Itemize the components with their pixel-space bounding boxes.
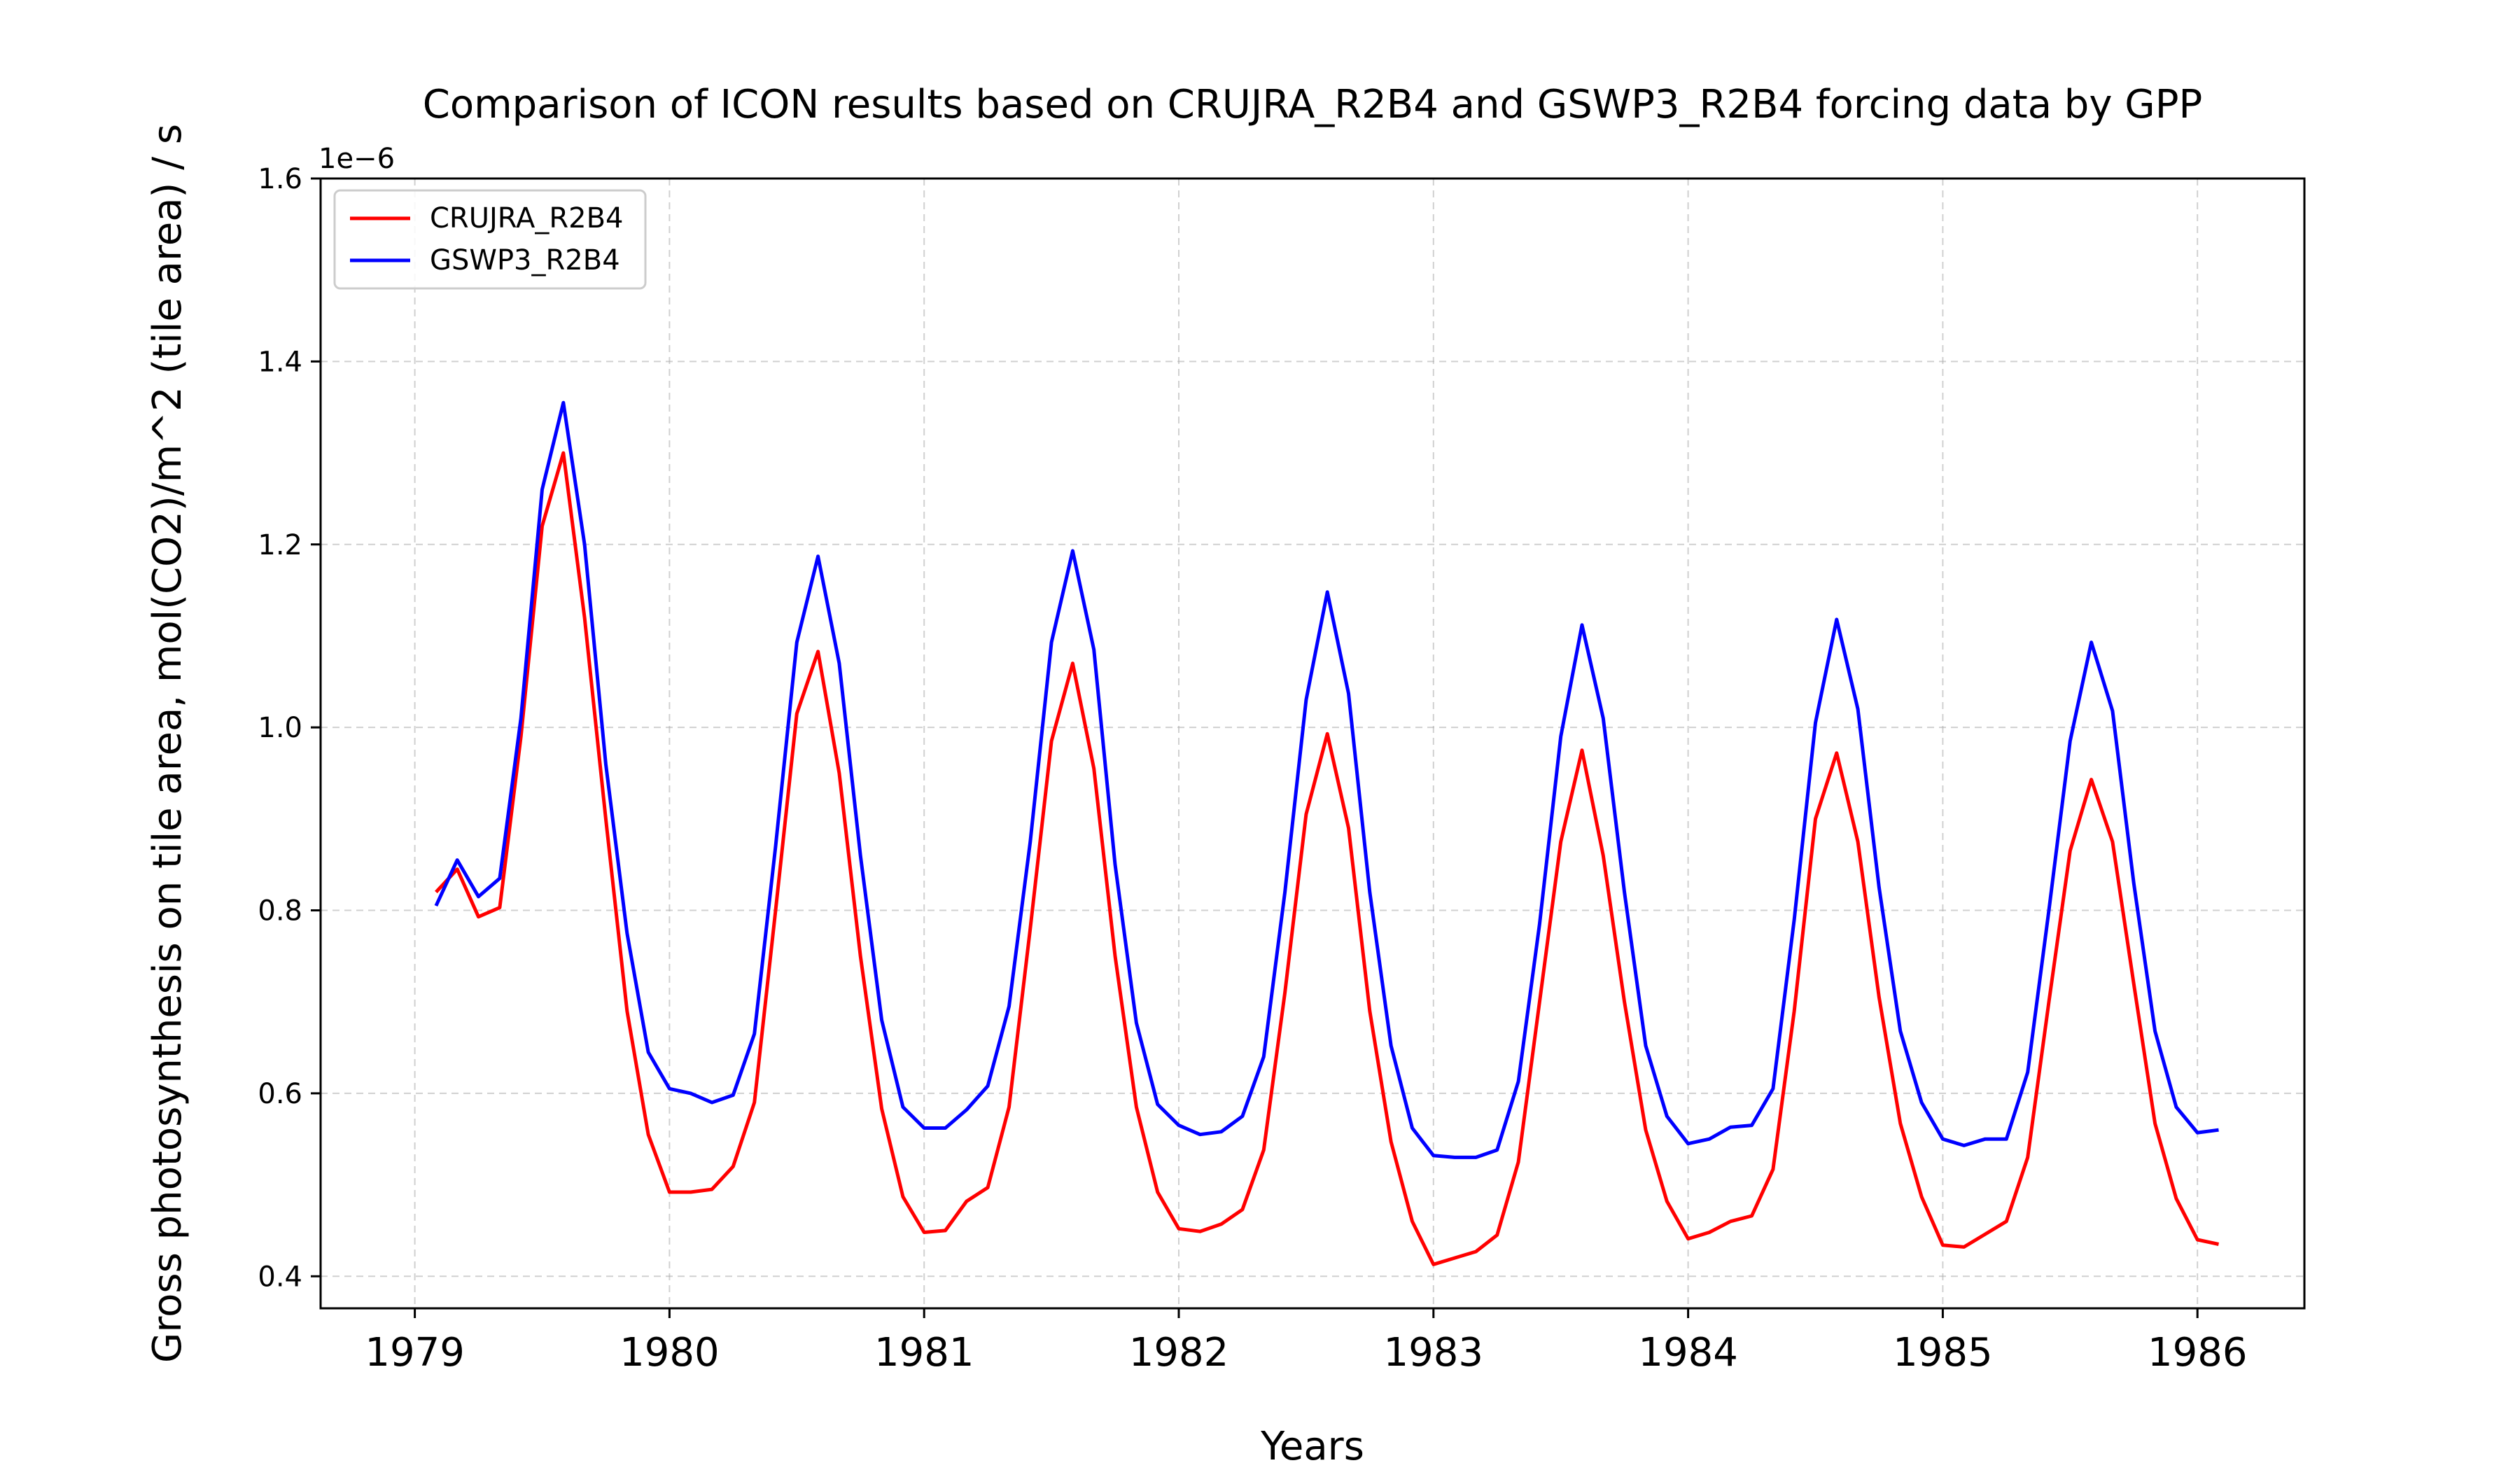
y-tick-label: 1.2 [258,529,302,561]
x-tick-label: 1981 [874,1330,974,1376]
x-tick-label: 1979 [365,1330,465,1376]
x-tick-label: 1985 [1893,1330,1993,1376]
legend: CRUJRA_R2B4 GSWP3_R2B4 [333,189,647,290]
x-axis: 1979 1980 1981 1982 1983 1984 1985 1986 [365,1308,2247,1376]
x-tick-label: 1980 [620,1330,720,1376]
y-tick-label: 0.6 [258,1078,302,1110]
grid-lines [321,178,2304,1308]
x-tick-label: 1984 [1638,1330,1738,1376]
x-axis-label: Years [1260,1424,1364,1469]
y-tick-label: 1.6 [258,163,302,195]
series-line-crujra-r2b4 [435,451,2220,1266]
legend-box [333,189,647,290]
plot-lines [434,400,2220,1266]
y-offset-label: 1e−6 [318,143,395,175]
y-tick-label: 1.4 [258,346,302,378]
y-tick-label: 0.4 [258,1261,302,1293]
x-tick-label: 1983 [1384,1330,1484,1376]
x-tick-label: 1986 [2148,1330,2248,1376]
series-line-gswp3-r2b4 [434,400,2219,1159]
legend-label-gswp3: GSWP3_R2B4 [430,244,620,276]
y-axis-label: Gross photosynthesis on tile area, mol(C… [145,124,190,1363]
chart-title: Comparison of ICON results based on CRUJ… [423,82,2202,127]
y-tick-label: 1.0 [258,712,302,744]
y-axis: 0.4 0.6 0.8 1.0 1.2 1.4 1.6 [258,163,321,1293]
legend-label-crujra: CRUJRA_R2B4 [430,202,623,234]
x-tick-label: 1982 [1129,1330,1229,1376]
plot-frame [319,177,2306,1310]
y-tick-label: 0.8 [258,895,302,927]
